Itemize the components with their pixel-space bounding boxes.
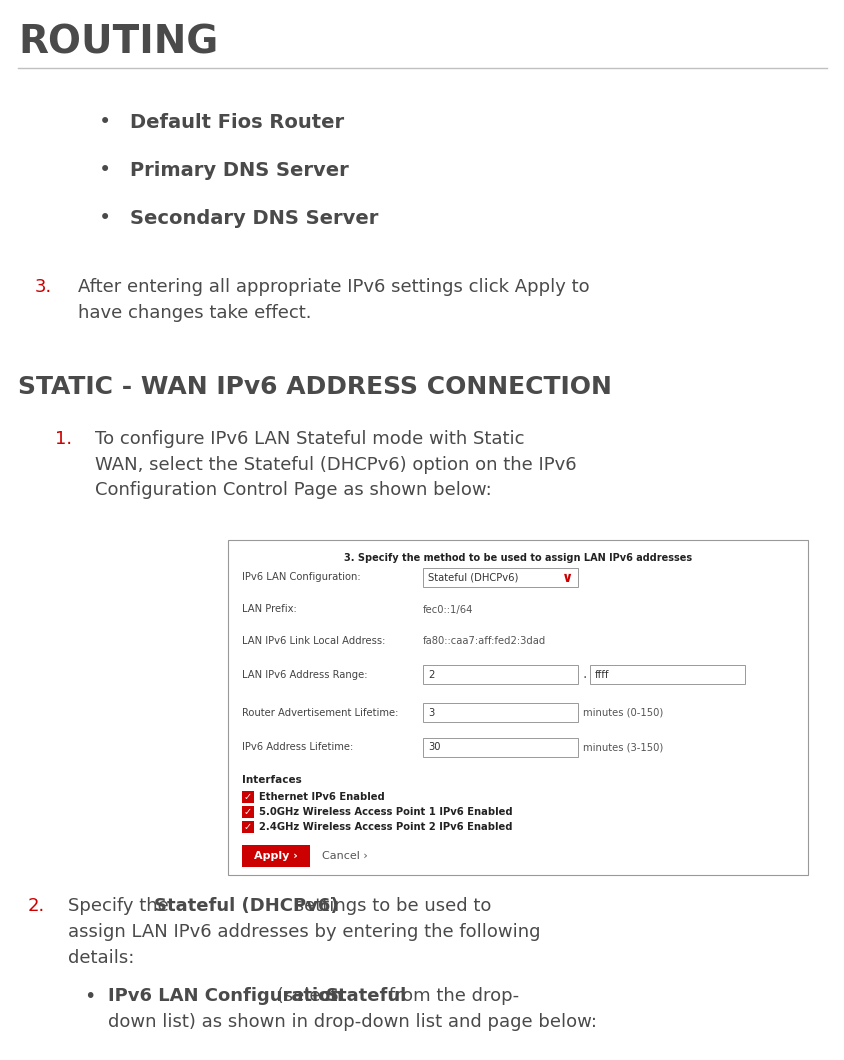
Text: (select: (select — [271, 987, 343, 1005]
Text: STATIC - WAN IPv6 ADDRESS CONNECTION: STATIC - WAN IPv6 ADDRESS CONNECTION — [18, 375, 611, 399]
FancyBboxPatch shape — [241, 822, 254, 833]
Text: After entering all appropriate IPv6 settings click Apply to
have changes take ef: After entering all appropriate IPv6 sett… — [78, 278, 589, 321]
FancyBboxPatch shape — [423, 738, 577, 757]
Text: 2.: 2. — [28, 897, 46, 915]
Text: •: • — [99, 112, 111, 132]
Text: Specify the: Specify the — [68, 897, 175, 915]
Text: Router Advertisement Lifetime:: Router Advertisement Lifetime: — [241, 707, 398, 718]
Text: Secondary DNS Server: Secondary DNS Server — [130, 209, 378, 228]
Text: fa80::caa7:aff:fed2:3dad: fa80::caa7:aff:fed2:3dad — [423, 636, 545, 647]
Text: LAN Prefix:: LAN Prefix: — [241, 604, 296, 615]
Text: LAN IPv6 Link Local Address:: LAN IPv6 Link Local Address: — [241, 636, 385, 647]
Text: details:: details: — [68, 949, 134, 967]
Text: •: • — [99, 208, 111, 228]
Text: 3. Specify the method to be used to assign LAN IPv6 addresses: 3. Specify the method to be used to assi… — [344, 553, 691, 563]
Text: 3.: 3. — [35, 278, 52, 296]
Text: 3: 3 — [428, 707, 434, 718]
FancyBboxPatch shape — [228, 540, 807, 874]
Text: .: . — [582, 668, 587, 682]
Text: settings to be used to: settings to be used to — [289, 897, 491, 915]
FancyBboxPatch shape — [423, 703, 577, 722]
Text: ✓: ✓ — [244, 792, 252, 802]
Text: LAN IPv6 Address Range:: LAN IPv6 Address Range: — [241, 670, 367, 679]
Text: Ethernet IPv6 Enabled: Ethernet IPv6 Enabled — [259, 792, 384, 802]
Text: Primary DNS Server: Primary DNS Server — [130, 160, 349, 179]
Text: Stateful: Stateful — [326, 987, 407, 1005]
Text: from the drop-: from the drop- — [382, 987, 518, 1005]
Text: ffff: ffff — [594, 670, 609, 679]
Text: To configure IPv6 LAN Stateful mode with Static
WAN, select the Stateful (DHCPv6: To configure IPv6 LAN Stateful mode with… — [95, 430, 576, 499]
Text: minutes (3-150): minutes (3-150) — [582, 742, 663, 753]
FancyBboxPatch shape — [241, 791, 254, 803]
FancyBboxPatch shape — [423, 568, 577, 587]
Text: Default Fios Router: Default Fios Router — [130, 112, 344, 131]
Text: fec0::1/64: fec0::1/64 — [423, 604, 473, 615]
Text: ∨: ∨ — [562, 570, 573, 584]
Text: IPv6 LAN Configuration:: IPv6 LAN Configuration: — [241, 572, 360, 583]
Text: minutes (0-150): minutes (0-150) — [582, 707, 663, 718]
Text: ✓: ✓ — [244, 807, 252, 817]
Text: 2.4GHz Wireless Access Point 2 IPv6 Enabled: 2.4GHz Wireless Access Point 2 IPv6 Enab… — [259, 822, 512, 832]
Text: down list) as shown in drop-down list and page below:: down list) as shown in drop-down list an… — [108, 1013, 597, 1031]
Text: ✓: ✓ — [244, 822, 252, 832]
Text: Stateful (DHCPv6): Stateful (DHCPv6) — [154, 897, 338, 915]
Text: 1.: 1. — [55, 430, 72, 448]
Text: IPv6 LAN Configuration: IPv6 LAN Configuration — [108, 987, 343, 1005]
Text: Apply ›: Apply › — [254, 851, 298, 861]
Text: ROUTING: ROUTING — [18, 23, 218, 61]
Text: Stateful (DHCPv6): Stateful (DHCPv6) — [428, 572, 517, 583]
Text: 5.0GHz Wireless Access Point 1 IPv6 Enabled: 5.0GHz Wireless Access Point 1 IPv6 Enab… — [259, 807, 512, 817]
Text: Interfaces: Interfaces — [241, 775, 301, 785]
Text: IPv6 Address Lifetime:: IPv6 Address Lifetime: — [241, 742, 353, 753]
Text: 2: 2 — [428, 670, 434, 679]
Text: 30: 30 — [428, 742, 440, 753]
FancyBboxPatch shape — [423, 665, 577, 684]
FancyBboxPatch shape — [241, 806, 254, 818]
Text: •: • — [99, 160, 111, 180]
Text: assign LAN IPv6 addresses by entering the following: assign LAN IPv6 addresses by entering th… — [68, 923, 540, 941]
FancyBboxPatch shape — [589, 665, 744, 684]
Text: •: • — [84, 987, 95, 1006]
FancyBboxPatch shape — [241, 845, 310, 867]
Text: Cancel ›: Cancel › — [322, 851, 367, 861]
